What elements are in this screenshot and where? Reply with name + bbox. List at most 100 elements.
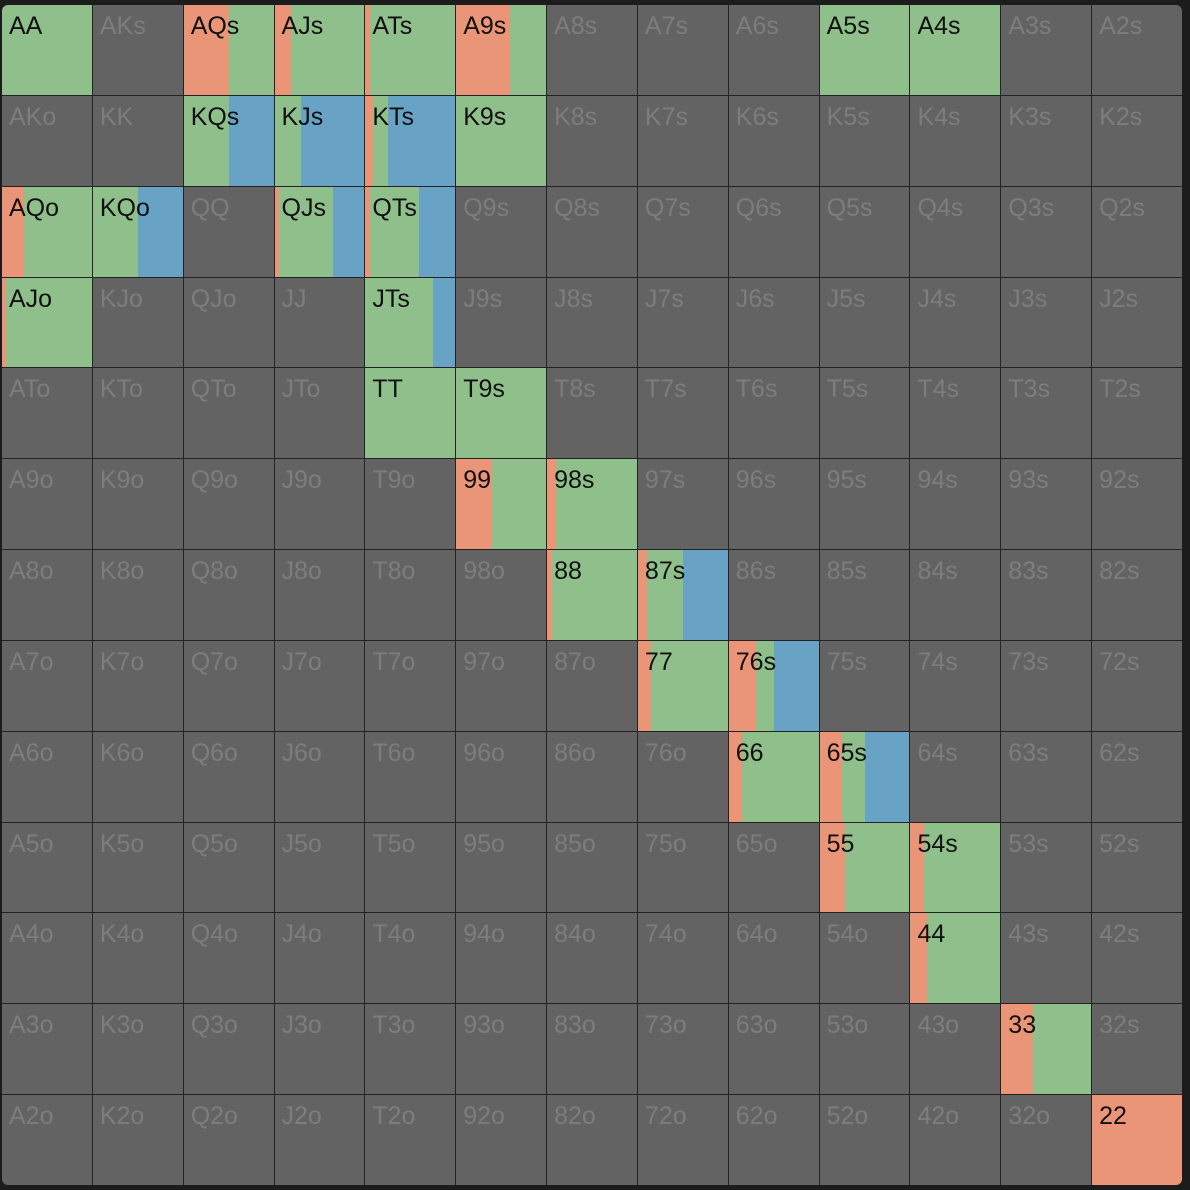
hand-cell[interactable]: JTs (365, 277, 456, 368)
hand-cell[interactable]: ATs (365, 5, 456, 95)
hand-cell[interactable]: K3o (92, 1004, 183, 1095)
hand-cell[interactable]: A8s (547, 5, 637, 95)
hand-cell[interactable]: 97o (456, 640, 547, 731)
hand-cell[interactable]: 86s (728, 550, 819, 640)
hand-cell[interactable]: QJo (183, 277, 274, 368)
hand-cell[interactable]: A8o (2, 550, 92, 640)
hand-cell[interactable]: 22 (1092, 1095, 1182, 1185)
hand-cell[interactable]: 94o (456, 913, 547, 1004)
hand-cell[interactable]: J6o (274, 731, 365, 822)
hand-cell[interactable]: 62s (1092, 731, 1182, 822)
hand-cell[interactable]: 83s (1001, 550, 1092, 640)
hand-cell[interactable]: 65o (728, 822, 819, 913)
hand-cell[interactable]: J5s (819, 277, 910, 368)
hand-cell[interactable]: K6s (728, 95, 819, 186)
hand-cell[interactable]: Q5s (819, 186, 910, 277)
hand-cell[interactable]: J4o (274, 913, 365, 1004)
hand-cell[interactable]: 66 (728, 731, 819, 822)
hand-cell[interactable]: J6s (728, 277, 819, 368)
hand-cell[interactable]: Q9o (183, 459, 274, 550)
hand-cell[interactable]: K7s (637, 95, 728, 186)
hand-cell[interactable]: JJ (274, 277, 365, 368)
hand-cell[interactable]: T2s (1092, 368, 1182, 459)
hand-cell[interactable]: Q9s (456, 186, 547, 277)
hand-cell[interactable]: 92s (1092, 459, 1182, 550)
hand-cell[interactable]: K3s (1001, 95, 1092, 186)
hand-cell[interactable]: A2o (2, 1095, 92, 1185)
hand-cell[interactable]: 44 (910, 913, 1001, 1004)
hand-cell[interactable]: 83o (547, 1004, 637, 1095)
hand-cell[interactable]: QQ (183, 186, 274, 277)
hand-cell[interactable]: AJs (274, 5, 365, 95)
hand-cell[interactable]: A9s (456, 5, 547, 95)
hand-cell[interactable]: KJs (274, 95, 365, 186)
hand-cell[interactable]: 75s (819, 640, 910, 731)
hand-cell[interactable]: 54o (819, 913, 910, 1004)
hand-cell[interactable]: 74o (637, 913, 728, 1004)
hand-cell[interactable]: A4o (2, 913, 92, 1004)
hand-cell[interactable]: AJo (2, 277, 92, 368)
hand-cell[interactable]: Q2s (1092, 186, 1182, 277)
hand-cell[interactable]: 84o (547, 913, 637, 1004)
hand-cell[interactable]: K8s (547, 95, 637, 186)
hand-cell[interactable]: 76o (637, 731, 728, 822)
hand-cell[interactable]: 72s (1092, 640, 1182, 731)
hand-cell[interactable]: AKo (2, 95, 92, 186)
hand-cell[interactable]: 84s (910, 550, 1001, 640)
hand-cell[interactable]: A5o (2, 822, 92, 913)
hand-cell[interactable]: A4s (910, 5, 1001, 95)
hand-cell[interactable]: 95s (819, 459, 910, 550)
hand-cell[interactable]: 65s (819, 731, 910, 822)
hand-cell[interactable]: 93o (456, 1004, 547, 1095)
hand-cell[interactable]: K9o (92, 459, 183, 550)
hand-cell[interactable]: TT (365, 368, 456, 459)
hand-cell[interactable]: 87o (547, 640, 637, 731)
hand-cell[interactable]: AKs (92, 5, 183, 95)
hand-cell[interactable]: 73s (1001, 640, 1092, 731)
hand-cell[interactable]: 42o (910, 1095, 1001, 1185)
hand-cell[interactable]: 94s (910, 459, 1001, 550)
hand-cell[interactable]: K4s (910, 95, 1001, 186)
hand-cell[interactable]: KTo (92, 368, 183, 459)
hand-cell[interactable]: KTs (365, 95, 456, 186)
hand-cell[interactable]: KJo (92, 277, 183, 368)
hand-cell[interactable]: K8o (92, 550, 183, 640)
hand-cell[interactable]: KQo (92, 186, 183, 277)
hand-cell[interactable]: A7o (2, 640, 92, 731)
hand-cell[interactable]: 97s (637, 459, 728, 550)
hand-cell[interactable]: Q4o (183, 913, 274, 1004)
hand-cell[interactable]: 85s (819, 550, 910, 640)
hand-cell[interactable]: 43o (910, 1004, 1001, 1095)
hand-cell[interactable]: 72o (637, 1095, 728, 1185)
hand-cell[interactable]: J8s (547, 277, 637, 368)
hand-cell[interactable]: T6s (728, 368, 819, 459)
hand-cell[interactable]: 95o (456, 822, 547, 913)
hand-cell[interactable]: A3s (1001, 5, 1092, 95)
hand-cell[interactable]: 32o (1001, 1095, 1092, 1185)
hand-cell[interactable]: 76s (728, 640, 819, 731)
hand-cell[interactable]: T7s (637, 368, 728, 459)
hand-cell[interactable]: K5o (92, 822, 183, 913)
hand-cell[interactable]: AQo (2, 186, 92, 277)
hand-cell[interactable]: 42s (1092, 913, 1182, 1004)
hand-cell[interactable]: T6o (365, 731, 456, 822)
hand-cell[interactable]: 88 (547, 550, 637, 640)
hand-cell[interactable]: T4s (910, 368, 1001, 459)
hand-cell[interactable]: J3o (274, 1004, 365, 1095)
hand-cell[interactable]: J7s (637, 277, 728, 368)
hand-cell[interactable]: ATo (2, 368, 92, 459)
hand-cell[interactable]: A6o (2, 731, 92, 822)
hand-cell[interactable]: 54s (910, 822, 1001, 913)
hand-cell[interactable]: J7o (274, 640, 365, 731)
hand-cell[interactable]: T9o (365, 459, 456, 550)
hand-cell[interactable]: T9s (456, 368, 547, 459)
hand-cell[interactable]: QTo (183, 368, 274, 459)
hand-cell[interactable]: J5o (274, 822, 365, 913)
hand-cell[interactable]: T8s (547, 368, 637, 459)
hand-cell[interactable]: J2s (1092, 277, 1182, 368)
hand-cell[interactable]: T4o (365, 913, 456, 1004)
hand-cell[interactable]: 86o (547, 731, 637, 822)
hand-cell[interactable]: 82s (1092, 550, 1182, 640)
hand-cell[interactable]: Q2o (183, 1095, 274, 1185)
hand-cell[interactable]: Q8o (183, 550, 274, 640)
